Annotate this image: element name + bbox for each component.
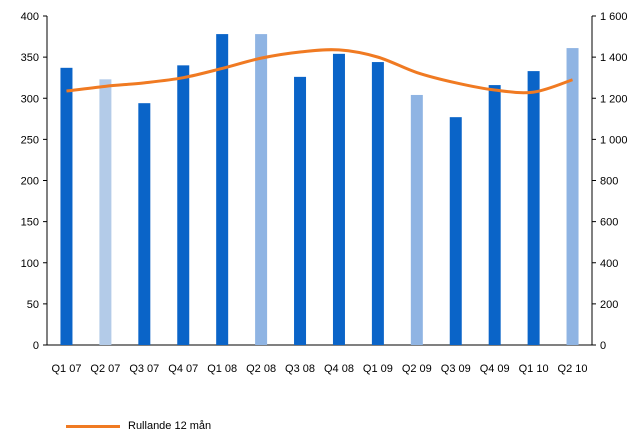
bar-q1-07 <box>60 67 73 345</box>
x-tick-label: Q4 07 <box>168 363 198 375</box>
legend-line-swatch <box>66 424 120 428</box>
x-tick-label: Q2 10 <box>558 363 588 375</box>
bar-q4-08 <box>332 53 345 346</box>
left-tick-label: 250 <box>21 134 39 146</box>
right-tick-label: 1 000 <box>600 134 628 146</box>
bar-q2-07 <box>99 79 112 346</box>
right-tick-label: 1 400 <box>600 52 628 64</box>
x-tick-label: Q3 09 <box>441 363 471 375</box>
right-tick-label: 1 200 <box>600 93 628 105</box>
x-tick-label: Q2 09 <box>402 363 432 375</box>
left-tick-label: 300 <box>21 93 39 105</box>
left-tick-label: 350 <box>21 52 39 64</box>
rolling-12-month-line <box>66 48 574 95</box>
bar-q2-09 <box>410 94 423 346</box>
bar-q3-07 <box>138 103 151 345</box>
x-tick-label: Q4 09 <box>480 363 510 375</box>
left-tick-label: 100 <box>21 258 39 270</box>
right-tick-label: 1 600 <box>600 11 628 23</box>
left-tick-label: 200 <box>21 176 39 188</box>
x-tick-label: Q1 09 <box>363 363 393 375</box>
x-tick-label: Q3 08 <box>285 363 315 375</box>
x-tick-label: Q2 07 <box>90 363 120 375</box>
x-tick-label: Q4 08 <box>324 363 354 375</box>
left-tick-label: 150 <box>21 217 39 229</box>
legend: Rullande 12 mån <box>66 420 211 432</box>
legend-label: Rullande 12 mån <box>128 420 212 432</box>
x-tick-label: Q1 08 <box>207 363 237 375</box>
bar-q2-10 <box>566 48 579 345</box>
bar-q2-08 <box>255 34 268 345</box>
x-tick-label: Q2 08 <box>246 363 276 375</box>
right-tick-label: 200 <box>600 299 618 311</box>
left-tick-label: 400 <box>21 11 39 23</box>
bar-q3-09 <box>449 117 462 345</box>
right-tick-label: 0 <box>600 340 606 352</box>
bar-q4-07 <box>177 65 190 345</box>
x-tick-label: Q3 07 <box>129 363 159 375</box>
bar-q1-09 <box>371 62 384 346</box>
bar-q4-09 <box>488 85 501 345</box>
bar-q1-10 <box>527 71 540 346</box>
x-tick-label: Q1 10 <box>519 363 549 375</box>
x-tick-label: Q1 07 <box>51 363 81 375</box>
bar-q3-08 <box>294 76 307 346</box>
right-tick-label: 600 <box>600 217 618 229</box>
left-tick-label: 0 <box>33 340 39 352</box>
right-tick-label: 800 <box>600 176 618 188</box>
left-tick-label: 50 <box>27 299 39 311</box>
bar-q1-08 <box>216 34 229 345</box>
right-tick-label: 400 <box>600 258 618 270</box>
